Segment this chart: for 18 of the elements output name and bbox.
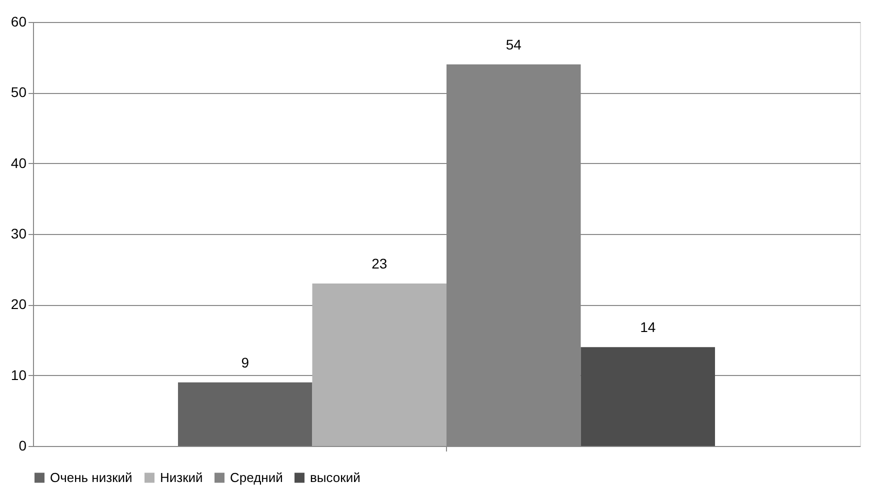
data-label: 9 <box>241 354 250 370</box>
bar <box>580 347 716 446</box>
y-tick-label: 30 <box>10 226 27 242</box>
y-tick-label: 20 <box>10 296 27 312</box>
data-label: 54 <box>506 36 522 52</box>
y-tick-label: 10 <box>10 366 27 383</box>
legend-label: Низкий <box>160 470 203 485</box>
y-tick-label: 0 <box>18 438 27 454</box>
bar <box>312 283 446 446</box>
bar <box>178 382 312 446</box>
y-tick-label: 40 <box>10 154 27 171</box>
legend-label: Очень низкий <box>50 470 132 485</box>
y-tick-label: 50 <box>10 84 27 100</box>
data-label: 23 <box>372 255 388 272</box>
y-tick-label: 60 <box>10 14 27 30</box>
data-label: 14 <box>640 319 656 336</box>
legend-label: Средний <box>230 470 283 485</box>
legend-label: высокий <box>310 470 360 485</box>
